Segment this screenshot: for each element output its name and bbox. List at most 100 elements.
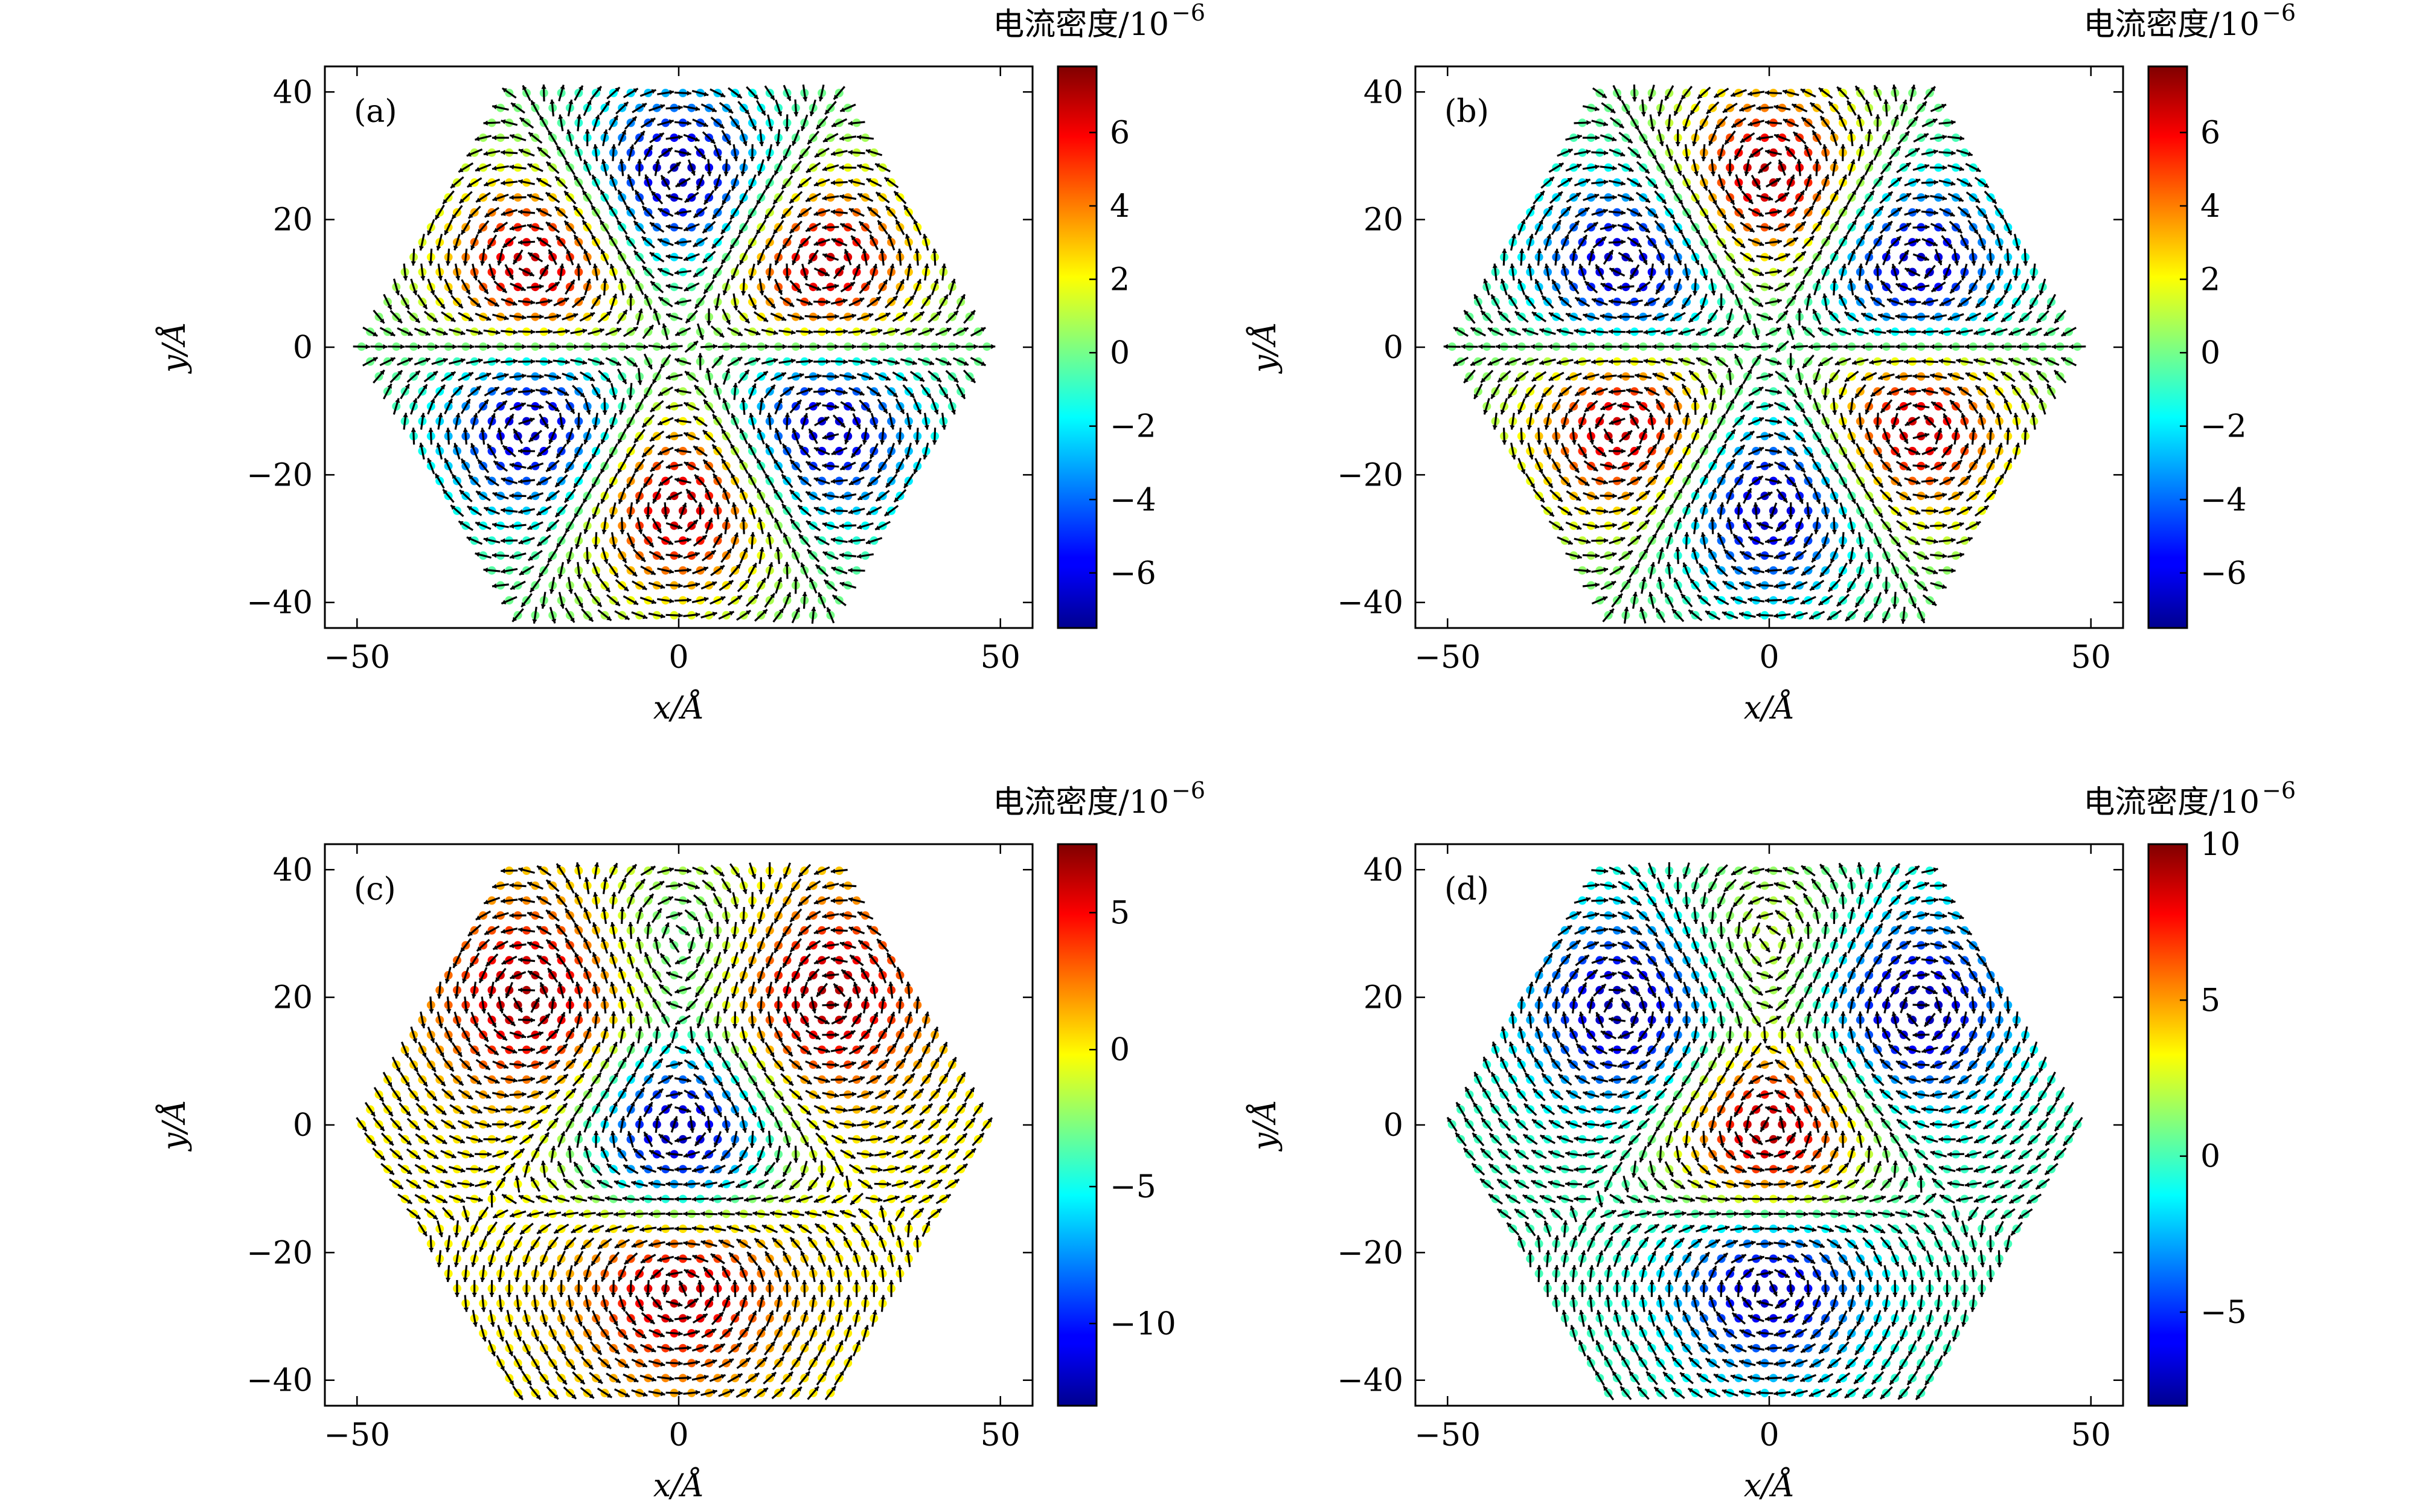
current-arrowhead [548,359,553,365]
current-arrowhead [770,303,775,309]
current-arrowhead [696,185,701,191]
current-arrowhead [1687,344,1691,350]
current-arrowhead [440,304,445,309]
current-arrowhead [1677,489,1682,494]
current-arrowhead [1767,492,1773,496]
current-arrowhead [693,520,698,525]
current-arrowhead [885,312,891,318]
current-arrowhead [797,213,802,217]
current-arrowhead [1740,415,1744,420]
current-arrowhead [1677,458,1682,464]
current-arrowhead [1711,488,1717,493]
current-arrowhead [852,344,857,350]
current-arrowhead [487,344,492,350]
current-arrowhead [1947,315,1953,321]
y-tick-label: −40 [246,585,313,621]
current-arrowhead [422,384,428,389]
colorbar-exponent: −6 [1171,0,1205,26]
current-arrowhead [919,312,924,316]
current-arrowhead [1930,344,1935,350]
current-arrowhead [714,185,719,191]
current-arrowhead [661,344,665,350]
current-arrowhead [1776,360,1782,365]
current-arrowhead [1964,344,1969,350]
current-arrowhead [1904,421,1911,426]
current-arrowhead [513,359,518,364]
current-arrowhead [674,357,680,363]
current-arrowhead [1464,310,1469,315]
current-arrowhead [1660,518,1665,524]
current-arrowhead [510,554,514,559]
current-arrowhead [796,288,802,293]
current-arrowhead [1792,421,1798,426]
current-arrowhead [443,357,448,363]
current-arrowhead [1708,548,1713,553]
current-arrowhead [687,568,691,573]
current-arrowhead [566,249,571,254]
current-arrowhead [530,388,535,394]
current-arrowhead [468,316,473,321]
current-arrowhead [687,120,691,126]
current-arrowhead [1697,595,1703,600]
current-arrowhead [703,91,709,97]
current-arrowhead [822,551,828,556]
current-arrowhead [460,490,465,495]
current-arrowhead [411,428,416,432]
current-arrowhead [475,136,480,141]
current-arrowhead [914,440,920,445]
current-arrowhead [822,492,827,498]
current-arrowhead [1700,305,1705,310]
current-arrowhead [1939,387,1944,392]
current-arrowhead [1875,425,1880,430]
current-arrowhead [712,243,717,249]
current-arrowhead [744,370,749,375]
current-arrowhead [635,190,640,195]
current-arrowhead [848,179,853,184]
current-arrowhead [818,96,824,101]
current-arrowhead [1912,374,1917,379]
current-arrowhead [1714,356,1720,361]
current-arrowhead [799,534,804,539]
current-arrowhead [557,146,562,151]
current-arrowhead [1930,373,1935,379]
current-arrowhead [895,220,900,225]
current-arrowhead [1847,588,1852,593]
current-arrowhead [2021,398,2026,403]
current-arrowhead [589,376,595,381]
current-arrowhead [1800,467,1805,473]
current-arrowhead [1887,527,1892,533]
current-arrowhead [1921,359,1926,364]
current-arrowhead [774,517,780,523]
current-arrowhead [685,371,690,376]
current-arrowhead [556,512,560,517]
current-arrowhead [573,375,578,380]
current-arrowhead [1600,344,1604,350]
current-arrowhead [831,450,836,455]
current-arrowhead [929,328,934,333]
current-arrowhead [1883,589,1889,594]
current-arrowhead [1791,295,1796,300]
current-arrowhead [1508,393,1513,399]
current-arrowhead [504,315,509,321]
current-arrowhead [1828,310,1833,316]
current-arrowhead [618,468,623,473]
current-arrowhead [1868,528,1873,534]
current-arrowhead [1880,408,1886,413]
current-arrowhead [775,141,781,146]
current-arrowhead [1708,319,1712,324]
current-arrowhead [566,129,572,135]
current-arrowhead [1677,428,1682,434]
current-arrowhead [731,413,736,418]
current-arrowhead [816,124,821,129]
current-arrowhead [592,453,597,459]
current-arrowhead [652,498,658,504]
current-arrowhead [483,567,488,573]
current-arrowhead [936,311,941,316]
current-arrowhead [1848,410,1854,415]
current-arrowhead [502,400,507,406]
current-arrowhead [522,344,527,350]
current-arrowhead [512,301,517,306]
current-arrowhead [1743,518,1747,524]
current-arrowhead [1957,386,1962,391]
current-arrowhead [619,159,624,164]
